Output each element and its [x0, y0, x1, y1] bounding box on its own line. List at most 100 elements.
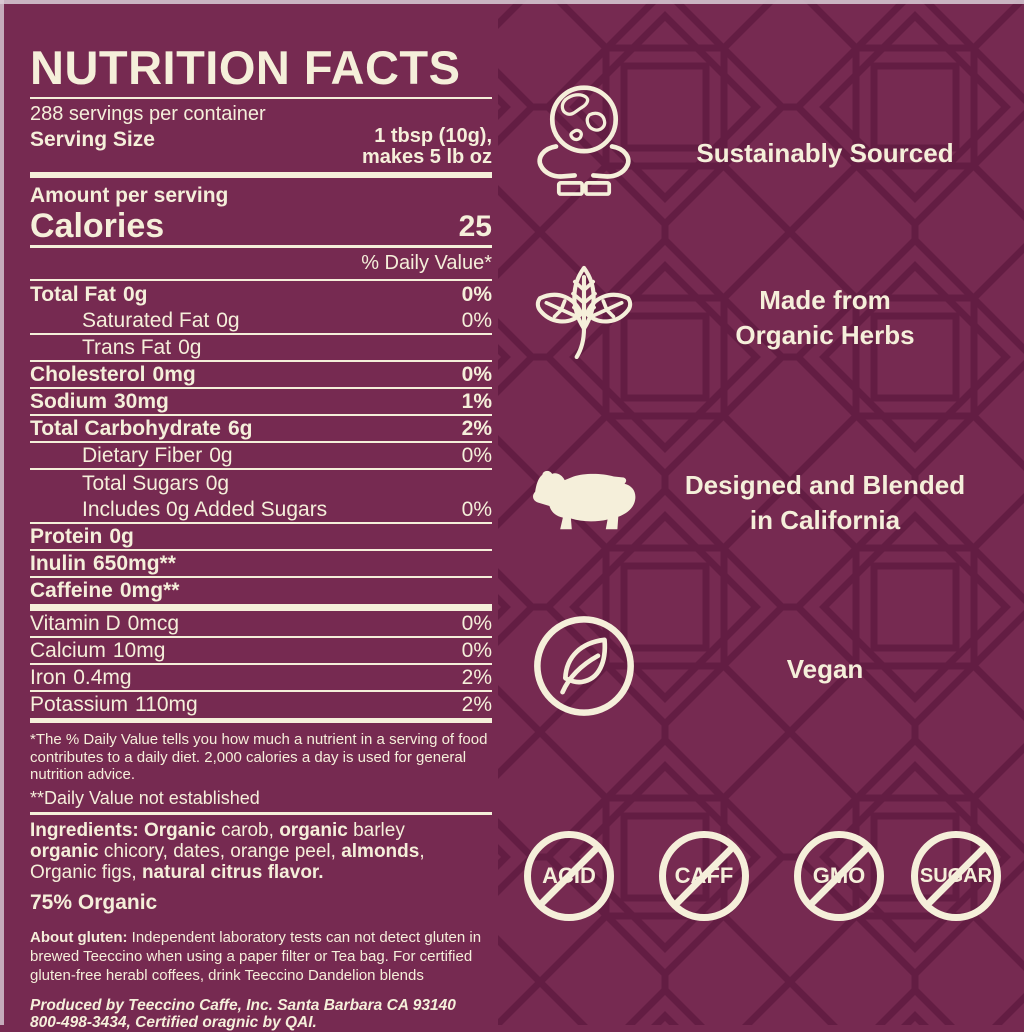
claims-column: Sustainably Sourced Made from Organic He…: [500, 0, 1024, 1025]
nutrient-name: Cholesterol: [30, 362, 146, 386]
nutrient-dv: 0%: [461, 282, 492, 306]
nutrient-value: 0g: [209, 443, 233, 467]
label-edge-top: [0, 0, 1024, 4]
nutrient-name: Caffeine: [30, 579, 113, 603]
nutrient-name: Protein: [30, 524, 103, 548]
nutrient-row: Total Carbohydrate 6g 2%: [30, 416, 492, 444]
badge-label: SUGAR: [919, 865, 993, 887]
nutrient-value: 650mg**: [93, 551, 176, 575]
ingredients-segment: organic: [279, 819, 348, 841]
nutrient-row: Iron 0.4mg 2%: [30, 665, 492, 693]
badge-label: ACID: [542, 863, 596, 888]
badge-label: GMO: [812, 863, 866, 888]
organic-percentage-claim: 75% Organic: [30, 890, 158, 914]
calories-row: Calories 25: [30, 209, 492, 244]
claim-line: in California: [749, 505, 901, 535]
nutrient-name: Includes 0g Added Sugars: [82, 497, 328, 521]
ingredients-segment: organic: [30, 840, 99, 862]
nutrient-row: Protein 0g: [30, 524, 492, 552]
dv-not-established-note: **Daily Value not established: [30, 787, 260, 808]
nutrient-name: Total Sugars: [82, 471, 199, 495]
gluten-note: About gluten: Independent laboratory tes…: [30, 928, 492, 985]
nutrient-dv: 2%: [461, 665, 492, 689]
ingredients-line: Organic figs, natural citrus flavor.: [30, 862, 492, 883]
ingredients-segment: ,: [419, 840, 425, 862]
nutrient-dv: 2%: [461, 416, 492, 440]
ingredients-segment: barley: [347, 819, 405, 841]
nutrient-dv: 2%: [461, 693, 492, 717]
nutrient-row: Dietary Fiber 0g 0%: [30, 443, 492, 471]
nutrient-dv: 0%: [461, 497, 492, 521]
nutrient-value: 0g: [122, 282, 148, 306]
nutrient-row: Inulin 650mg**: [30, 551, 492, 579]
serving-size-row: Serving Size 1 tbsp (10g), makes 5 lb oz: [30, 125, 492, 169]
nutrient-value: 0g: [216, 308, 240, 332]
divider-thick: [30, 171, 492, 178]
no-caffeine-badge: CAFF: [659, 831, 749, 921]
ingredients-line: Ingredients: Organic carob, organic barl…: [30, 820, 492, 841]
divider: [30, 97, 492, 99]
claim-text: Vegan: [660, 652, 990, 687]
ingredients-segment: carob,: [215, 819, 280, 841]
nutrient-dv: 0%: [461, 638, 492, 662]
daily-value-header: % Daily Value*: [30, 248, 492, 282]
earth-hands-icon: [528, 78, 640, 205]
nutrient-row: Total Sugars 0g: [30, 470, 492, 497]
ingredients-segment: almonds: [341, 840, 420, 862]
nutrient-rows: Total Fat 0g 0% Saturated Fat 0g 0% Trans Fat 0…: [30, 281, 492, 724]
nutrient-name: Saturated Fat: [82, 308, 210, 332]
nutrient-value: 0g: [178, 335, 202, 359]
bear-icon: [528, 463, 646, 538]
free-from-badges: ACID CAFF GMO SUGAR: [500, 831, 1024, 923]
no-acid-badge: ACID: [524, 831, 614, 921]
nutrient-value: 110mg: [135, 693, 198, 717]
divider: [30, 811, 492, 815]
nutrient-name: Sodium: [30, 389, 107, 413]
gluten-note-body: Independent laboratory tests can not det…: [30, 928, 482, 984]
ingredients-segment: chicory, dates, orange peel,: [98, 840, 342, 862]
nutrient-value: 10mg: [112, 638, 166, 662]
nutrient-row: Saturated Fat 0g 0%: [30, 308, 492, 336]
nutrition-facts-panel: NUTRITION FACTS 288 servings per contain…: [30, 44, 492, 1032]
nutrient-name: Calcium: [30, 638, 106, 662]
nutrient-value: 0g: [109, 524, 134, 548]
nutrient-value: 30mg: [114, 389, 169, 413]
nutrient-dv: 0%: [461, 443, 492, 467]
claim-line: Vegan: [786, 654, 864, 684]
nutrient-dv: 1%: [461, 389, 492, 413]
claim-line: Organic Herbs: [735, 320, 915, 350]
nutrient-dv: 0%: [461, 611, 492, 635]
serving-size-label: Serving Size: [30, 128, 155, 151]
claim-line: Made from: [759, 285, 891, 315]
nutrient-name: Total Fat: [30, 282, 116, 306]
serving-size-line1: 1 tbsp (10g),: [374, 125, 492, 147]
nutrient-name: Vitamin D: [30, 611, 121, 635]
nutrient-name: Dietary Fiber: [82, 443, 203, 467]
nutrient-value: 0mg**: [119, 579, 180, 603]
nutrient-row: Potassium 110mg 2%: [30, 692, 492, 724]
nutrient-row: Includes 0g Added Sugars 0%: [30, 497, 492, 525]
claim-text: Made from Organic Herbs: [660, 283, 990, 353]
serving-size-value: 1 tbsp (10g), makes 5 lb oz: [361, 125, 492, 169]
nutrient-name: Inulin: [30, 551, 86, 575]
nutrient-value: 0g: [205, 471, 230, 495]
no-gmo-badge: GMO: [794, 831, 884, 921]
nutrient-name: Trans Fat: [82, 335, 172, 359]
claim-text: Designed and Blended in California: [660, 468, 990, 538]
ingredients-line: organic chicory, dates, orange peel, alm…: [30, 841, 492, 862]
nutrient-value: 6g: [227, 416, 253, 440]
nutrient-row: Total Fat 0g 0%: [30, 281, 492, 308]
claim-line: Designed and Blended: [684, 470, 966, 500]
ingredients-segment: Ingredients: Organic: [30, 819, 216, 841]
producer-line2: 800-498-3434, Certified oragnic by QAI.: [30, 1014, 317, 1032]
nutrient-row: Sodium 30mg 1%: [30, 389, 492, 417]
nutrient-row: Calcium 10mg 0%: [30, 638, 492, 666]
badge-label: CAFF: [674, 863, 734, 888]
nutrient-value: 0mg: [152, 362, 196, 386]
nutrient-name: Total Carbohydrate: [30, 416, 221, 440]
ingredients-segment: Organic figs,: [30, 861, 142, 883]
serving-size-line2: makes 5 lb oz: [361, 146, 492, 169]
no-sugar-badge: SUGAR: [911, 831, 1001, 921]
gluten-note-lead: About gluten:: [30, 928, 128, 946]
label-edge-left: [0, 0, 4, 1025]
